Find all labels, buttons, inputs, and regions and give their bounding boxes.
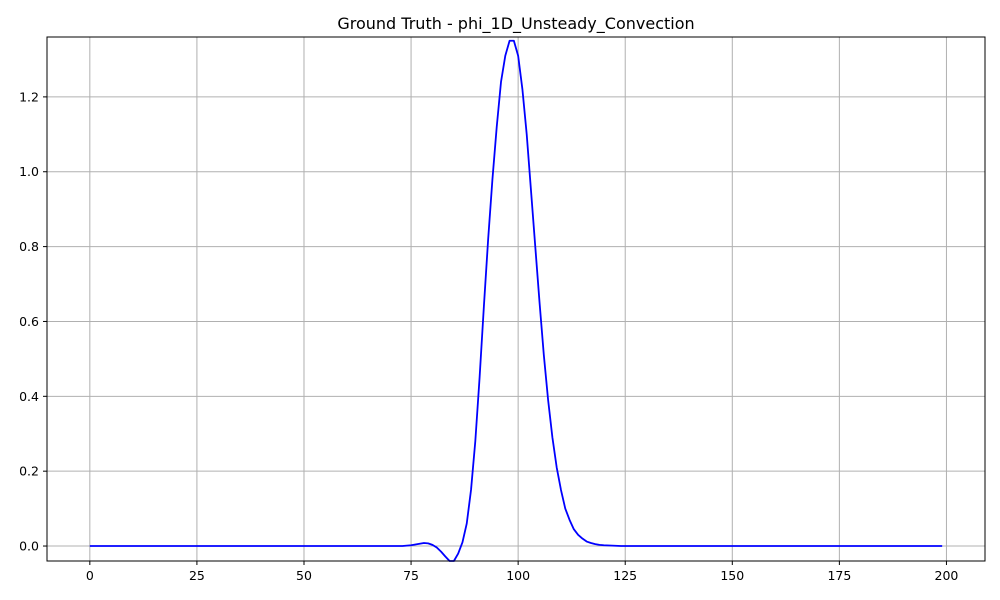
y-tick-label: 0.8 xyxy=(19,239,39,254)
y-tick-label: 0.6 xyxy=(19,314,39,329)
x-tick-label: 50 xyxy=(296,568,312,583)
x-tick-label: 0 xyxy=(86,568,94,583)
chart-title: Ground Truth - phi_1D_Unsteady_Convectio… xyxy=(337,14,694,34)
y-tick-label: 1.2 xyxy=(19,89,39,104)
x-tick-label: 75 xyxy=(403,568,419,583)
y-tick-label: 0.2 xyxy=(19,464,39,479)
y-tick-label: 0.0 xyxy=(19,539,39,554)
tick-layer: 0 25 50 75 100 125 150 175 200 0.0 0.2 0.4 0.6 0.8 1.0… xyxy=(19,89,958,583)
series-layer xyxy=(89,39,943,562)
x-tick-label: 125 xyxy=(613,568,637,583)
y-tick-label: 0.4 xyxy=(19,389,39,404)
x-tick-label: 25 xyxy=(189,568,205,583)
x-tick-label: 150 xyxy=(720,568,744,583)
y-tick-label: 1.0 xyxy=(19,164,39,179)
x-tick-label: 100 xyxy=(506,568,530,583)
x-tick-label: 200 xyxy=(935,568,959,583)
grid-layer xyxy=(47,37,985,561)
x-tick-label: 175 xyxy=(827,568,851,583)
series-line xyxy=(89,39,943,562)
plot-frame xyxy=(46,36,986,562)
